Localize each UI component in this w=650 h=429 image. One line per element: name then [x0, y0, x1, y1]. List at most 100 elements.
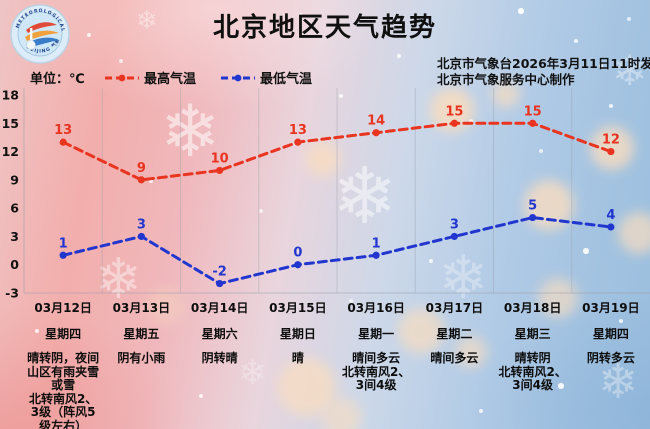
max-temp-line — [61, 121, 613, 182]
forecast-date: 03月18日 — [503, 301, 562, 315]
forecast-weekday: 星期六 — [201, 327, 238, 341]
min-temp-point — [450, 232, 458, 241]
unit-label: 单位：℃ — [30, 72, 85, 87]
issue-info: 北京市气象台2026年3月11日11时发布 北京市气象服务中心制作 — [437, 56, 650, 88]
min-temp-point — [216, 279, 224, 288]
forecast-weather: 晴转阴 — [514, 351, 551, 365]
legend-label-max-temp: 最高气温 — [144, 72, 197, 87]
y-tick-label: -3 — [5, 286, 19, 301]
bokeh-light — [398, 308, 444, 354]
forecast-weekday: 星期四 — [45, 327, 82, 341]
min-temp-point — [529, 213, 537, 222]
min-temp-point — [294, 261, 302, 269]
max-temp-point — [372, 129, 380, 137]
min-temp-value-label: 5 — [528, 199, 537, 214]
bokeh-light — [322, 398, 362, 429]
forecast-date: 03月12日 — [34, 301, 92, 315]
page-title: 北京地区天气趋势 — [212, 13, 437, 43]
max-temp-value-label: 15 — [445, 104, 463, 119]
max-temp-value-label: 14 — [367, 114, 385, 129]
max-temp-value-label: 15 — [524, 104, 542, 119]
forecast-weekday: 星期一 — [358, 327, 395, 341]
bokeh-light — [306, 142, 340, 176]
max-temp-point — [137, 176, 145, 184]
forecast-day-column: 03月16日 星期一晴间多云 北转南风2、3间4级 — [337, 299, 415, 429]
max-temp-point — [607, 147, 615, 156]
min-temp-value-label: -2 — [212, 265, 226, 280]
bokeh-light — [618, 212, 650, 254]
forecast-weekday: 星期五 — [123, 327, 160, 341]
forecast-date: 03月16日 — [347, 301, 405, 315]
max-temp-value-label: 13 — [289, 123, 307, 138]
forecast-day-column: 03月13日 星期五阴有小雨 — [102, 299, 180, 429]
y-tick-label: 9 — [10, 172, 19, 187]
forecast-date: 03月17日 — [425, 301, 484, 315]
min-temp-point — [372, 251, 380, 259]
forecast-wind: 北转南风2、3间4级 — [341, 364, 411, 392]
min-temp-value-label: 1 — [59, 236, 68, 251]
bokeh-light — [538, 278, 578, 318]
forecast-day-column: 03月19日 星期四阴转多云 — [572, 299, 650, 429]
y-tick-label: 15 — [2, 116, 19, 131]
max-temp-point — [450, 119, 458, 127]
legend-item-min-temp: 最低气温 — [220, 68, 312, 87]
y-tick-label: 12 — [2, 144, 19, 159]
max-temp-value-label: 13 — [54, 123, 72, 138]
forecast-weather: 晴间多云 — [352, 351, 401, 365]
bokeh-light — [148, 288, 184, 324]
forecast-weekday: 星期三 — [514, 327, 551, 341]
max-temp-value-label: 10 — [211, 151, 229, 166]
forecast-day-columns: 03月12日 星期四 晴转阴，夜间山区有雨夹雪或雪 北转南风2、3级（阵风5级左右） 0… — [24, 299, 650, 429]
min-temp-value-label: 4 — [606, 208, 615, 223]
forecast-date: 03月14日 — [190, 301, 249, 315]
forecast-date: 03月15日 — [269, 301, 327, 315]
max-temp-point — [294, 138, 302, 146]
forecast-weekday: 星期四 — [592, 327, 629, 341]
forecast-weather: 阴转晴 — [201, 351, 238, 365]
forecast-weekday: 星期二 — [436, 327, 473, 341]
max-temp-point — [216, 166, 224, 175]
chart-legend: 最高气温 最低气温 — [104, 68, 312, 87]
min-temp-point — [137, 232, 145, 241]
min-temp-line-sample-icon — [221, 74, 256, 81]
min-temp-value-label: 1 — [372, 236, 381, 251]
bokeh-light — [455, 336, 487, 368]
forecast-day-column: 03月18日 星期三晴转阴 北转南风2、3间4级 — [494, 299, 572, 429]
y-tick-label: 0 — [10, 257, 19, 272]
issue-line-1: 北京市气象台2026年3月11日11时发布 — [437, 56, 650, 71]
forecast-date: 03月19日 — [582, 301, 640, 315]
forecast-weather: 晴 — [291, 351, 304, 365]
forecast-wind: 北转南风2、3间4级 — [498, 364, 567, 392]
max-temp-value-label: 12 — [602, 133, 620, 148]
max-temp-point — [59, 138, 67, 146]
forecast-day-column: 03月14日 星期六阴转晴 — [181, 299, 259, 429]
bokeh-light — [492, 80, 520, 108]
min-temp-point — [607, 223, 615, 231]
y-tick-label: 3 — [10, 229, 19, 244]
beijing-meteorological-service-logo-icon: METEOROLOGICAL SERVICE BEIJING 气象服务 — [10, 4, 70, 64]
legend-label-min-temp: 最低气温 — [260, 72, 313, 87]
issue-line-2: 北京市气象服务中心制作 — [437, 72, 575, 87]
forecast-weekday: 星期日 — [279, 327, 316, 341]
legend-item-max-temp: 最高气温 — [104, 68, 196, 87]
forecast-day-column: 03月12日 星期四晴转阴，夜间山区有雨夹雪或雪 北转南风2、3级（阵风5级左右） — [24, 299, 102, 429]
min-temp-line — [61, 216, 613, 286]
forecast-wind: 北转南风2、3级（阵风5级左右） — [28, 391, 98, 429]
min-temp-value-label: 3 — [450, 217, 459, 232]
forecast-weather: 晴间多云 — [430, 351, 479, 365]
y-tick-label: 6 — [10, 201, 19, 216]
min-temp-value-label: 0 — [293, 246, 302, 261]
max-temp-value-label: 9 — [137, 161, 146, 176]
forecast-weather: 阴转多云 — [586, 351, 635, 365]
min-temp-value-label: 3 — [137, 217, 146, 232]
y-tick-label: 18 — [2, 88, 19, 103]
forecast-weather: 晴转阴，夜间山区有雨夹雪或雪 — [27, 351, 100, 392]
max-temp-point — [529, 119, 537, 127]
max-temp-line-sample-icon — [105, 74, 139, 81]
forecast-day-column: 03月15日 星期日晴 — [259, 299, 337, 429]
forecast-day-column: 03月17日 星期二晴间多云 — [415, 299, 493, 429]
forecast-weather: 阴有小雨 — [117, 351, 166, 365]
forecast-date: 03月13日 — [112, 301, 171, 315]
